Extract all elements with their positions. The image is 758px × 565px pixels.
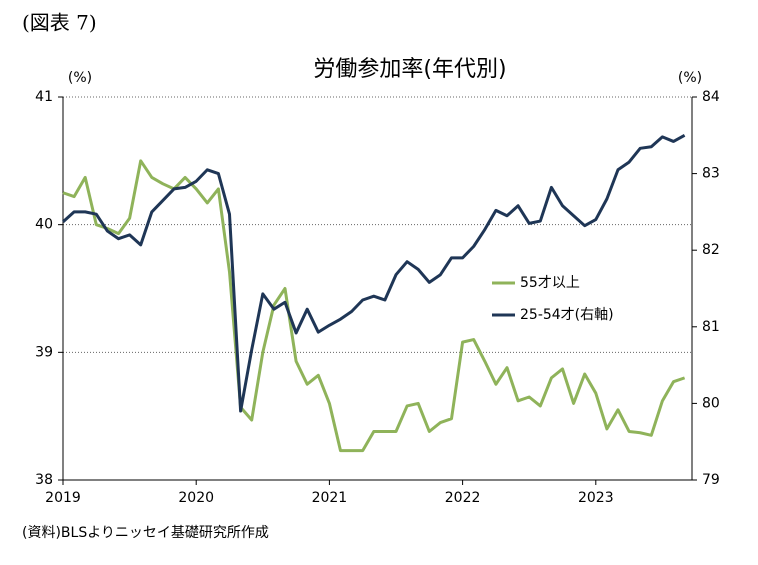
legend-label: 25-54才(右軸) xyxy=(520,307,614,323)
y2-tick-label: 81 xyxy=(702,319,720,335)
y-tick-label: 40 xyxy=(35,217,53,233)
figure-label: (図表 7) xyxy=(22,11,97,35)
y2-tick-label: 79 xyxy=(702,472,720,488)
series-line xyxy=(62,159,686,453)
series-line xyxy=(61,133,686,413)
y-tick-label: 38 xyxy=(35,472,53,488)
chart-title: 労働参加率(年代別) xyxy=(313,57,506,82)
y2-axis-label: (%) xyxy=(678,70,702,86)
x-tick-label: 2023 xyxy=(578,490,614,506)
x-tick-label: 2021 xyxy=(312,490,348,506)
x-tick-label: 2020 xyxy=(178,490,214,506)
y-tick-label: 39 xyxy=(35,344,53,360)
source: (資料)BLSよりニッセイ基礎研究所作成 xyxy=(22,524,269,541)
x-tick-label: 2022 xyxy=(445,490,481,506)
y-axis-label: (%) xyxy=(68,70,92,86)
y-tick-label: 41 xyxy=(35,89,53,105)
y2-tick-label: 83 xyxy=(702,166,720,182)
x-tick-label: 2019 xyxy=(45,490,81,506)
y2-tick-label: 84 xyxy=(702,89,720,105)
y2-tick-label: 80 xyxy=(702,395,720,411)
legend-label: 55才以上 xyxy=(520,275,580,291)
y2-tick-label: 82 xyxy=(702,242,720,258)
